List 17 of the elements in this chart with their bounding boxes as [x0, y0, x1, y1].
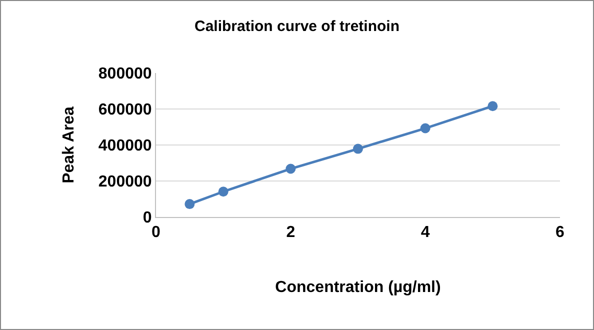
y-tick-label: 600000 [98, 102, 152, 119]
point [353, 144, 363, 154]
point [488, 101, 498, 112]
point [420, 123, 430, 134]
x-tick-label: 6 [556, 224, 565, 242]
point [218, 186, 228, 197]
x-axis-title: Concentration (µg/ml) [275, 278, 441, 296]
x-tick-label: 2 [286, 224, 296, 242]
y-tick-label: 800000 [98, 66, 152, 83]
y-tick-label: 200000 [98, 174, 152, 191]
x-tick-label: 4 [420, 224, 430, 242]
chart-title: Calibration curve of tretinoin [194, 18, 400, 36]
point [286, 164, 296, 174]
y-tick-label: 0 [142, 210, 152, 227]
point [184, 199, 195, 210]
y-axis-title: Peak Area [60, 106, 78, 184]
y-tick-label: 400000 [98, 138, 152, 155]
